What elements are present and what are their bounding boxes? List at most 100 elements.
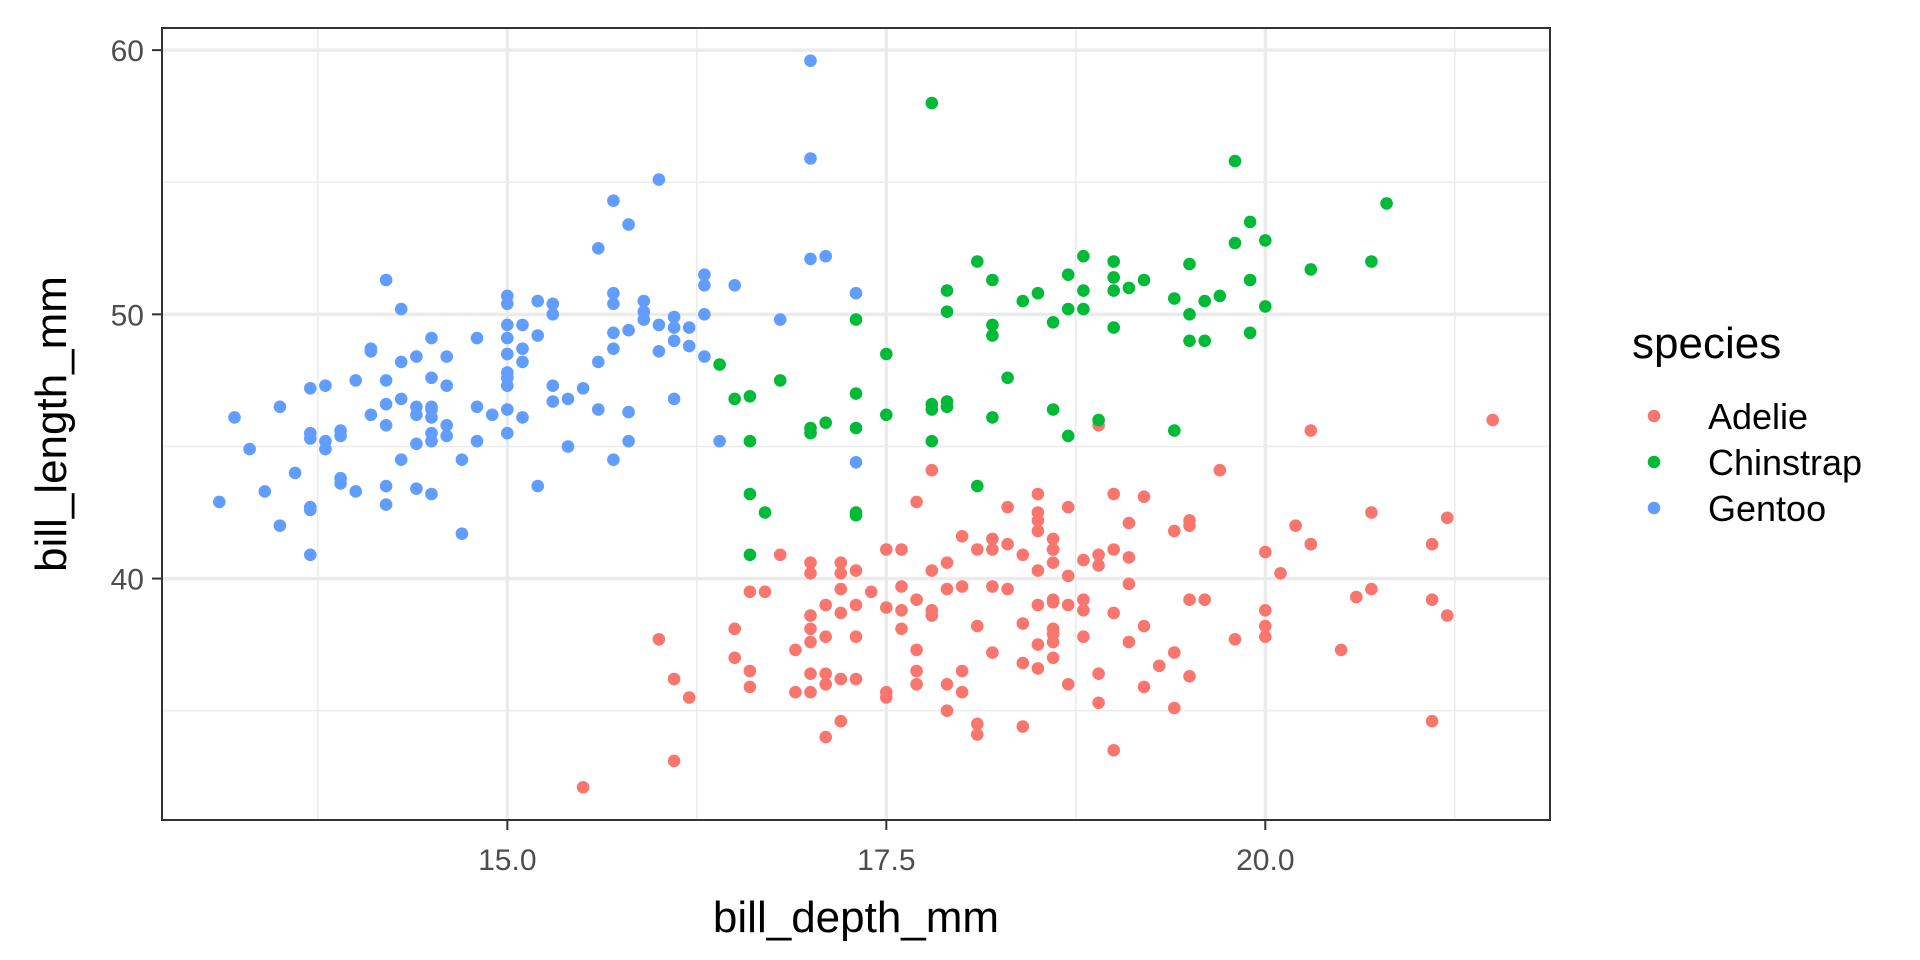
legend-title: species: [1632, 319, 1781, 368]
data-point: [925, 604, 939, 617]
data-point: [1183, 308, 1196, 321]
x-axis-title: bill_depth_mm: [713, 893, 999, 942]
data-point: [455, 527, 469, 540]
data-point: [1061, 302, 1075, 316]
data-point: [1077, 630, 1090, 643]
data-point: [652, 633, 666, 646]
data-point: [864, 585, 878, 599]
data-point: [304, 382, 317, 395]
data-point: [546, 395, 560, 408]
data-point: [682, 691, 696, 704]
data-point: [516, 355, 529, 369]
data-point: [880, 408, 893, 422]
data-point: [955, 530, 969, 543]
data-point: [637, 313, 651, 326]
data-point: [485, 408, 499, 422]
data-point: [1077, 593, 1090, 606]
data-point: [1168, 524, 1181, 538]
data-point: [1092, 667, 1105, 680]
data-point: [1001, 371, 1014, 385]
data-point: [1077, 249, 1090, 263]
data-point: [955, 685, 969, 699]
legend-label: Adelie: [1708, 396, 1808, 437]
data-point: [728, 392, 741, 406]
data-point: [773, 548, 787, 562]
data-point: [849, 456, 863, 469]
y-axis: 40 50 60: [111, 35, 162, 597]
data-point: [425, 331, 438, 345]
data-point: [758, 585, 772, 599]
data-point: [470, 434, 484, 448]
data-point: [925, 96, 939, 110]
data-point: [394, 453, 408, 467]
data-point: [1365, 506, 1378, 519]
data-point: [1107, 255, 1120, 268]
data-point: [910, 643, 923, 657]
y-tick-label: 40: [111, 564, 144, 597]
data-point: [258, 485, 272, 498]
data-point: [1213, 463, 1227, 477]
data-point: [1061, 678, 1075, 691]
data-point: [819, 598, 832, 612]
data-point: [379, 397, 393, 411]
series-gentoo: [213, 54, 863, 562]
data-point: [1061, 598, 1075, 612]
data-point: [743, 664, 757, 678]
data-point: [1046, 651, 1060, 665]
data-point: [501, 347, 514, 361]
data-point: [561, 392, 575, 406]
data-point: [1031, 598, 1045, 612]
data-point: [1016, 294, 1030, 308]
data-point: [304, 548, 317, 562]
data-point: [1259, 619, 1272, 633]
data-point: [1092, 548, 1105, 562]
data-point: [925, 564, 939, 577]
data-point: [592, 355, 605, 369]
data-point: [607, 297, 620, 311]
data-point: [440, 379, 454, 393]
data-point: [1031, 662, 1045, 675]
data-point: [440, 350, 454, 363]
data-point: [319, 442, 332, 456]
data-point: [880, 601, 893, 614]
data-point: [819, 678, 832, 691]
data-point: [849, 598, 863, 612]
data-point: [819, 249, 832, 263]
data-point: [940, 400, 954, 414]
data-point: [1198, 593, 1211, 606]
data-point: [880, 347, 893, 361]
data-point: [561, 440, 575, 453]
data-point: [910, 495, 923, 509]
data-point: [940, 305, 954, 319]
data-point: [971, 479, 984, 493]
data-point: [773, 313, 787, 326]
data-point: [667, 672, 681, 686]
data-point: [1016, 617, 1030, 630]
data-point: [849, 421, 863, 435]
data-point: [1228, 154, 1242, 168]
data-point: [1031, 514, 1045, 527]
data-point: [925, 397, 939, 411]
data-point: [546, 379, 560, 393]
y-tick-label: 60: [111, 35, 144, 68]
data-point: [576, 781, 590, 794]
data-point: [789, 643, 802, 657]
data-point: [804, 622, 817, 636]
data-point: [607, 326, 620, 340]
data-point: [622, 405, 635, 419]
data-point: [804, 556, 817, 569]
data-point: [1228, 633, 1242, 646]
data-point: [925, 434, 939, 448]
series-adelie: [576, 413, 1499, 794]
data-point: [410, 482, 423, 496]
data-point: [849, 564, 863, 577]
data-point: [895, 580, 908, 593]
x-tick-label: 20.0: [1236, 844, 1294, 877]
data-point: [1183, 670, 1196, 683]
data-point: [213, 495, 226, 509]
data-point: [1198, 334, 1211, 348]
legend-label: Chinstrap: [1708, 442, 1862, 483]
data-point: [971, 543, 984, 556]
data-point: [819, 667, 832, 680]
data-point: [713, 358, 726, 371]
